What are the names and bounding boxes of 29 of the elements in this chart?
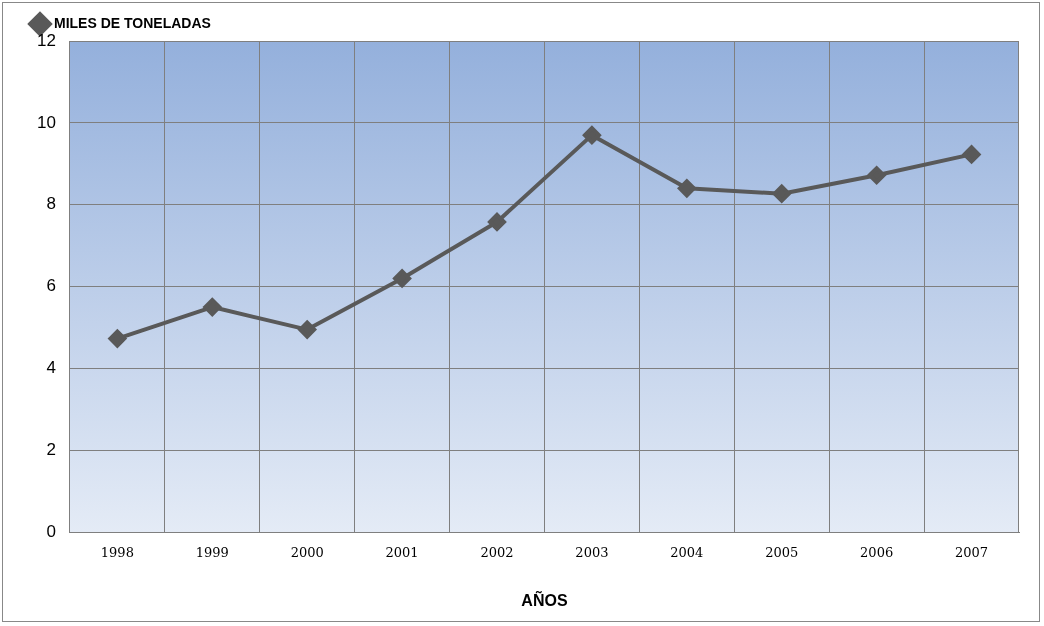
x-tick-label: 2002 [480,545,514,561]
point [488,212,506,231]
y-tick-label: 2 [46,440,56,460]
legend-label: MILES DE TONELADAS [54,14,211,31]
point [582,126,601,145]
point [867,166,886,185]
point [962,145,981,164]
y-tick-label: 6 [46,276,56,296]
point [677,179,696,198]
x-tick-label: 2007 [955,545,989,561]
x-tick-label: 2003 [575,545,609,561]
y-tick-label: 0 [46,521,56,541]
x-tick-label: 2000 [290,545,324,561]
y-tick-label: 10 [36,112,56,132]
y-tick-label: 8 [46,194,56,214]
x-axis-title: AÑOS [521,589,568,609]
point [108,329,127,348]
y-tick-label: 12 [36,30,56,50]
y-tick-label: 4 [46,358,56,378]
x-tick-label: 1999 [195,545,229,561]
x-tick-label: 2006 [860,545,894,561]
x-tick-label: 2005 [765,545,799,561]
point [772,184,791,203]
point [393,269,412,288]
point [203,298,222,317]
point [298,320,317,339]
x-tick-label: 2001 [385,545,419,561]
x-tick-label: 1998 [100,545,134,561]
x-tick-label: 2004 [670,545,704,561]
